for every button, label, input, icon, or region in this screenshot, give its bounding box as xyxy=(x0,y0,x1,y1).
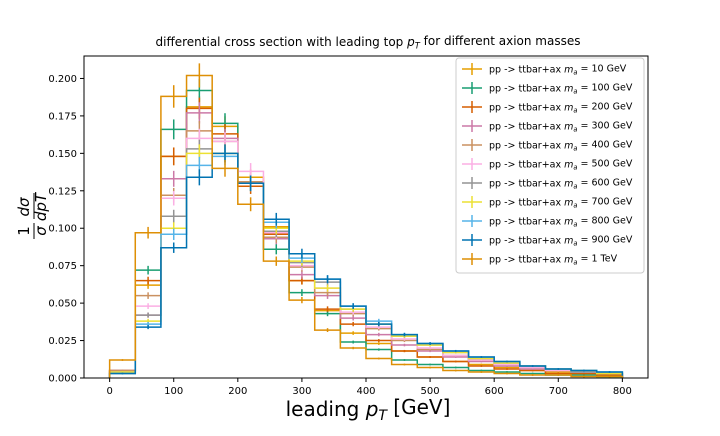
legend-label: pp -> ttbar+ax ma = 200 GeV xyxy=(489,102,633,115)
legend-label: pp -> ttbar+ax ma = 900 GeV xyxy=(489,235,633,248)
y-tick-label: 0.150 xyxy=(48,149,77,160)
legend-entry: pp -> ttbar+ax ma = 900 GeV xyxy=(462,234,633,247)
x-tick-label: 500 xyxy=(421,386,440,397)
legend-entry: pp -> ttbar+ax ma = 1 TeV xyxy=(462,253,618,266)
legend-entry: pp -> ttbar+ax ma = 400 GeV xyxy=(462,139,633,152)
legend-entry: pp -> ttbar+ax ma = 800 GeV xyxy=(462,215,633,228)
series-9 xyxy=(108,144,624,378)
series-step-line xyxy=(108,152,624,378)
y-label-numerator: 1 xyxy=(15,226,33,236)
y-tick-label: 0.175 xyxy=(48,111,77,122)
legend-label: pp -> ttbar+ax ma = 700 GeV xyxy=(489,197,633,210)
legend-label: pp -> ttbar+ax ma = 1 TeV xyxy=(489,254,618,267)
legend-entry: pp -> ttbar+ax ma = 600 GeV xyxy=(462,177,633,190)
legend: pp -> ttbar+ax ma = 10 GeV pp -> ttbar+ax… xyxy=(455,57,645,274)
legend-label: pp -> ttbar+ax ma = 600 GeV xyxy=(489,178,633,191)
legend-label: pp -> ttbar+ax ma = 500 GeV xyxy=(489,159,633,172)
legend-entry: pp -> ttbar+ax ma = 10 GeV xyxy=(462,63,627,76)
x-tick-label: 600 xyxy=(485,386,504,397)
y-axis-label: 1 dσ σ dpT xyxy=(15,191,50,239)
series-10 xyxy=(108,63,624,378)
legend-entry: pp -> ttbar+ax ma = 700 GeV xyxy=(462,196,633,209)
x-axis-label: leading pT [GeV] xyxy=(286,395,451,424)
legend-box xyxy=(455,57,645,274)
x-tick-label: 300 xyxy=(292,386,311,397)
y-label-dsigma: dσ xyxy=(15,197,33,217)
legend-entry: pp -> ttbar+ax ma = 500 GeV xyxy=(462,158,633,171)
x-tick-label: 200 xyxy=(228,386,247,397)
y-tick-label: 0.075 xyxy=(48,261,77,272)
x-axis: 0 100 200 300 400 500 600 700 800 xyxy=(106,378,632,397)
legend-entry: pp -> ttbar+ax ma = 200 GeV xyxy=(462,101,633,114)
y-tick-label: 0.125 xyxy=(48,186,77,197)
x-tick-label: 700 xyxy=(549,386,568,397)
legend-label: pp -> ttbar+ax ma = 10 GeV xyxy=(489,64,627,77)
legend-label: pp -> ttbar+ax ma = 800 GeV xyxy=(489,216,633,229)
legend-label: pp -> ttbar+ax ma = 400 GeV xyxy=(489,140,633,153)
y-tick-label: 0.050 xyxy=(48,299,77,310)
chart-title: differential cross section with leading … xyxy=(156,34,581,51)
x-tick-label: 100 xyxy=(164,386,183,397)
y-tick-label: 0.025 xyxy=(48,336,77,347)
plot-area xyxy=(83,55,649,379)
x-tick-label: 800 xyxy=(613,386,632,397)
y-tick-label: 0.000 xyxy=(48,374,77,385)
legend-entry: pp -> ttbar+ax ma = 300 GeV xyxy=(462,120,633,133)
legend-label: pp -> ttbar+ax ma = 100 GeV xyxy=(489,83,633,96)
x-tick-label: 400 xyxy=(356,386,375,397)
y-axis: 0.000 0.025 0.050 0.075 0.100 0.125 0.150 0.175… xyxy=(48,74,84,385)
y-label-dpt: dpT xyxy=(32,191,50,221)
x-tick-label: 0 xyxy=(106,386,112,397)
y-tick-label: 0.200 xyxy=(48,74,77,85)
series-step-line xyxy=(108,89,624,378)
legend-entry: pp -> ttbar+ax ma = 100 GeV xyxy=(462,82,633,95)
y-tick-label: 0.100 xyxy=(48,224,77,235)
y-label-denominator: σ xyxy=(32,226,50,236)
legend-label: pp -> ttbar+ax ma = 300 GeV xyxy=(489,121,633,134)
